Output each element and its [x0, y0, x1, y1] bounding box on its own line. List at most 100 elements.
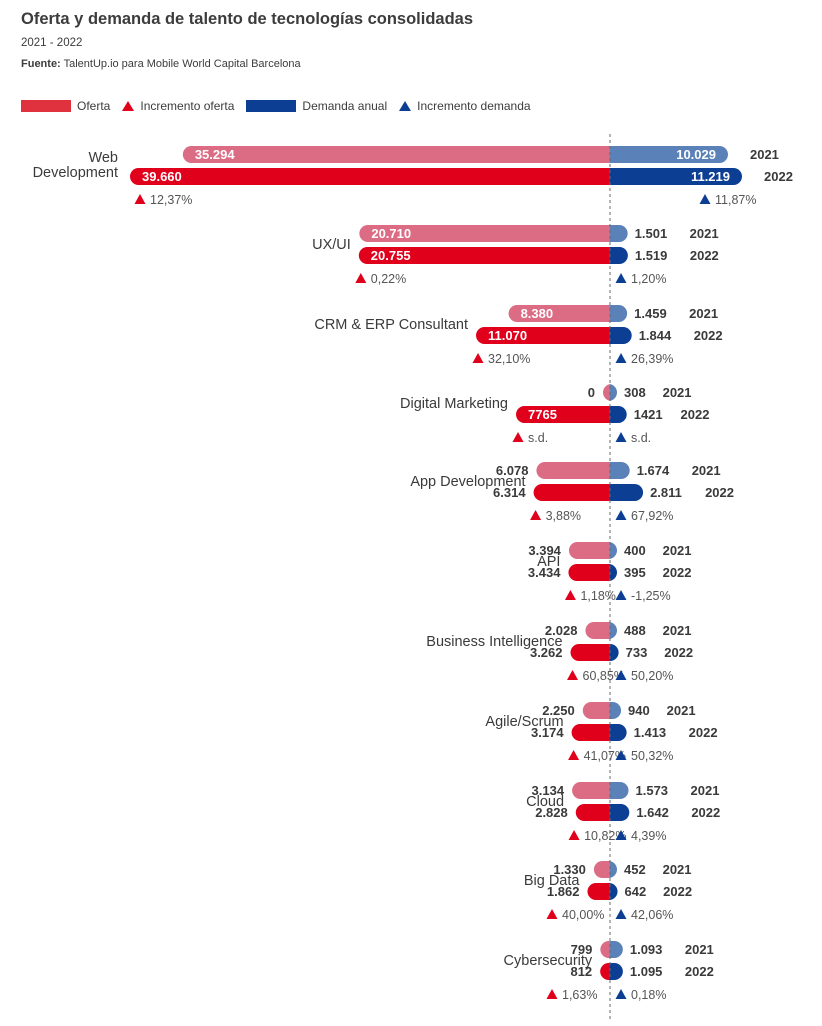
demand-increment-label: 1,20%: [631, 272, 666, 286]
triangle-up-icon: [699, 194, 711, 204]
demand-increment-label: 42,06%: [631, 908, 673, 922]
triangle-up-icon: [355, 273, 367, 283]
offer-bar-2021: [508, 305, 610, 322]
year-label: 2022: [694, 328, 723, 343]
year-label: 2021: [663, 385, 692, 400]
demand-bar-2021: [608, 861, 617, 878]
demand-increment-label: 50,20%: [631, 669, 673, 683]
demand-value-label: 733: [626, 645, 648, 660]
offer-bar-2021: [600, 941, 610, 958]
offer-value-label: 39.660: [142, 169, 182, 184]
triangle-up-icon: [512, 432, 524, 442]
triangle-up-icon: [122, 101, 135, 111]
category-label: Cloud: [526, 794, 564, 810]
triangle-up-icon: [615, 590, 627, 600]
demand-value-label: 395: [624, 565, 646, 580]
demand-value-label: 452: [624, 862, 646, 877]
category-label: Web: [88, 150, 118, 166]
triangle-up-icon: [568, 830, 580, 840]
triangle-up-icon: [568, 750, 580, 760]
demand-bar-2022: [610, 963, 623, 980]
triangle-up-icon: [564, 590, 576, 600]
year-label: 2021: [689, 306, 718, 321]
offer-bar-2022: [130, 168, 610, 185]
year-label: 2022: [764, 169, 793, 184]
triangle-up-icon: [472, 353, 484, 363]
triangle-up-icon: [615, 909, 627, 919]
offer-increment-label: 60,85%: [583, 669, 625, 683]
demand-bar-2021: [610, 305, 628, 322]
offer-bar-2022: [575, 804, 610, 821]
category-label: App Development: [410, 474, 525, 490]
year-label: 2022: [690, 248, 719, 263]
offer-value-label: 8.380: [521, 306, 554, 321]
demand-value-label: 1.519: [635, 248, 668, 263]
demand-increment-label: -1,25%: [631, 589, 671, 603]
offer-value-label: 3.174: [531, 725, 564, 740]
category-label: Business Intelligence: [426, 634, 562, 650]
year-label: 2022: [685, 964, 714, 979]
demand-value-label: 1.459: [634, 306, 667, 321]
demand-bar-2022: [610, 168, 742, 185]
offer-value-label: 2.250: [542, 703, 575, 718]
offer-bar-2021: [536, 462, 610, 479]
offer-value-label: 3.262: [530, 645, 563, 660]
legend-label-incremento-oferta: Incremento oferta: [140, 99, 235, 113]
offer-value-label: 6.314: [493, 485, 526, 500]
offer-increment-label: 3,88%: [546, 509, 581, 523]
demand-value-label: 488: [624, 623, 646, 638]
demand-value-label: 1.093: [630, 942, 663, 957]
demand-bar-2021: [608, 542, 617, 559]
year-label: 2022: [705, 485, 734, 500]
offer-bar-2021: [593, 861, 610, 878]
offer-increment-label: 12,37%: [150, 193, 192, 207]
offer-value-label: 6.078: [496, 463, 529, 478]
offer-value-label: 2.828: [535, 805, 568, 820]
triangle-up-icon: [615, 830, 627, 840]
year-label: 2021: [692, 463, 721, 478]
offer-bar-2022: [571, 724, 610, 741]
demand-increment-label: 4,39%: [631, 829, 666, 843]
legend-item-oferta: Oferta: [21, 99, 110, 113]
demand-value-label: 1.413: [634, 725, 667, 740]
demand-increment-label: s.d.: [631, 431, 651, 445]
offer-bar-2021: [572, 782, 610, 799]
triangle-up-icon: [615, 510, 627, 520]
triangle-up-icon: [134, 194, 146, 204]
demand-increment-label: 11,87%: [715, 193, 756, 207]
year-label: 2022: [664, 645, 693, 660]
category-label: Big Data: [524, 873, 581, 889]
demand-bar-2022: [609, 883, 618, 900]
year-label: 2022: [691, 805, 720, 820]
offer-bar-2021: [585, 622, 610, 639]
year-label: 2021: [663, 862, 692, 877]
demand-value-label: 1421: [634, 407, 663, 422]
demand-bar-2021: [610, 782, 629, 799]
demand-value-label: 308: [624, 385, 646, 400]
offer-bar-2022: [476, 327, 610, 344]
demand-bar-2022: [610, 327, 632, 344]
year-label: 2022: [689, 725, 718, 740]
year-label: 2022: [681, 407, 710, 422]
offer-value-label: 0: [588, 385, 595, 400]
triangle-up-icon: [399, 101, 412, 111]
source-text: TalentUp.io para Mobile World Capital Ba…: [63, 58, 301, 70]
demand-value-label: 1.674: [637, 463, 670, 478]
offer-bar-2022: [568, 564, 610, 581]
demand-bar-2022: [610, 247, 628, 264]
offer-increment-label: 0,22%: [371, 272, 406, 286]
demand-increment-label: 26,39%: [631, 352, 673, 366]
category-label: API: [537, 554, 560, 570]
source-label: Fuente:: [21, 58, 61, 70]
chart-source: Fuente: TalentUp.io para Mobile World Ca…: [21, 58, 301, 70]
offer-bar-2021: [359, 225, 610, 242]
triangle-up-icon: [615, 353, 627, 363]
offer-value-label: 35.294: [195, 147, 236, 162]
demand-value-label: 1.642: [636, 805, 669, 820]
category-label: Digital Marketing: [400, 396, 508, 412]
offer-increment-label: 41,07%: [584, 749, 626, 763]
demand-value-label: 940: [628, 703, 650, 718]
demand-increment-label: 50,32%: [631, 749, 673, 763]
demand-bar-2022: [610, 804, 630, 821]
